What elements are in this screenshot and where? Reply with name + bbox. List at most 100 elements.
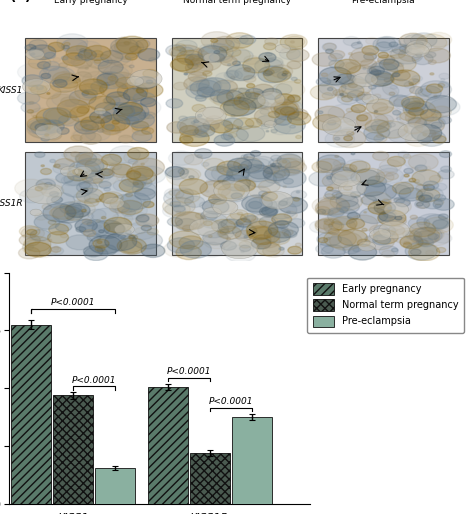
Circle shape	[287, 49, 309, 62]
Circle shape	[132, 232, 163, 249]
Circle shape	[142, 127, 154, 134]
Circle shape	[263, 245, 284, 257]
Circle shape	[265, 201, 297, 219]
Circle shape	[279, 247, 284, 250]
Circle shape	[335, 59, 361, 74]
Circle shape	[36, 124, 62, 139]
Circle shape	[426, 84, 443, 93]
Circle shape	[132, 131, 152, 142]
Circle shape	[426, 32, 452, 47]
Circle shape	[81, 171, 104, 183]
Circle shape	[388, 207, 392, 209]
Circle shape	[203, 221, 212, 226]
Circle shape	[264, 228, 291, 243]
Circle shape	[51, 196, 63, 203]
Circle shape	[324, 217, 356, 235]
Circle shape	[72, 79, 80, 83]
Circle shape	[45, 131, 62, 140]
Circle shape	[315, 218, 342, 233]
Circle shape	[198, 46, 227, 62]
Circle shape	[55, 74, 81, 88]
Circle shape	[94, 108, 106, 115]
Circle shape	[97, 245, 117, 255]
Circle shape	[409, 83, 413, 85]
Circle shape	[257, 116, 276, 126]
Circle shape	[165, 167, 188, 179]
Circle shape	[211, 36, 240, 52]
Circle shape	[57, 99, 89, 117]
Circle shape	[53, 72, 76, 85]
Circle shape	[227, 169, 249, 182]
Text: P<0.0001: P<0.0001	[51, 298, 95, 307]
Circle shape	[119, 107, 133, 114]
Circle shape	[227, 65, 255, 81]
Circle shape	[417, 214, 447, 231]
Circle shape	[200, 180, 231, 198]
Circle shape	[220, 241, 237, 250]
Circle shape	[59, 63, 67, 68]
Circle shape	[418, 187, 443, 201]
Circle shape	[102, 125, 120, 135]
Circle shape	[48, 220, 56, 225]
Circle shape	[434, 195, 446, 201]
Circle shape	[417, 239, 428, 245]
Circle shape	[28, 241, 58, 258]
Circle shape	[118, 234, 126, 238]
Circle shape	[76, 155, 91, 163]
Circle shape	[372, 83, 399, 99]
Circle shape	[86, 54, 112, 69]
Circle shape	[37, 62, 50, 69]
Circle shape	[218, 175, 235, 185]
Circle shape	[41, 169, 52, 175]
Circle shape	[42, 120, 64, 133]
Circle shape	[246, 170, 276, 188]
Circle shape	[182, 225, 193, 231]
Circle shape	[239, 241, 252, 248]
Circle shape	[48, 67, 75, 82]
Circle shape	[169, 151, 194, 166]
Circle shape	[264, 121, 276, 127]
Circle shape	[80, 123, 87, 127]
Circle shape	[101, 154, 121, 166]
Circle shape	[73, 193, 90, 203]
Circle shape	[62, 154, 67, 157]
Circle shape	[341, 79, 372, 96]
Circle shape	[198, 114, 202, 117]
Circle shape	[108, 53, 129, 65]
Circle shape	[43, 69, 47, 71]
Circle shape	[90, 111, 112, 123]
Circle shape	[27, 119, 55, 135]
Circle shape	[260, 102, 273, 109]
Circle shape	[411, 124, 442, 141]
Circle shape	[18, 247, 40, 259]
Circle shape	[124, 151, 149, 165]
Circle shape	[176, 218, 198, 231]
Circle shape	[37, 86, 61, 99]
Circle shape	[389, 42, 398, 47]
Circle shape	[135, 77, 156, 89]
Circle shape	[252, 245, 259, 249]
Circle shape	[253, 235, 271, 245]
Circle shape	[67, 170, 88, 181]
Circle shape	[30, 230, 50, 241]
Circle shape	[288, 95, 300, 102]
Circle shape	[406, 40, 431, 54]
Circle shape	[330, 50, 345, 59]
Circle shape	[278, 197, 308, 213]
Circle shape	[55, 222, 72, 231]
Circle shape	[84, 194, 100, 203]
Circle shape	[377, 207, 388, 214]
Circle shape	[243, 58, 270, 73]
Circle shape	[260, 109, 269, 115]
Circle shape	[393, 73, 400, 77]
Circle shape	[43, 107, 71, 123]
Circle shape	[185, 54, 204, 65]
Circle shape	[296, 191, 300, 193]
Circle shape	[227, 167, 250, 179]
Circle shape	[315, 106, 345, 123]
Circle shape	[285, 161, 307, 174]
Circle shape	[378, 55, 395, 65]
Text: (a): (a)	[9, 0, 32, 3]
Circle shape	[213, 195, 220, 199]
Circle shape	[379, 222, 410, 238]
